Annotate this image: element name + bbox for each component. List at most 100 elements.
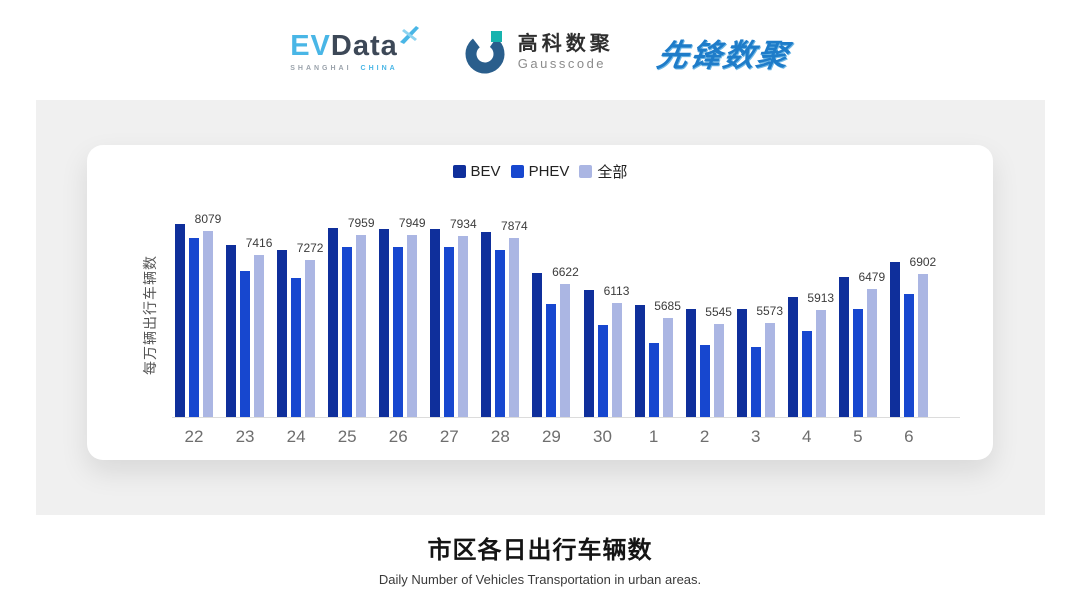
bar-全部-4	[815, 310, 826, 417]
chart-panel: BEV PHEV 全部 每万辆出行车辆数 8079 22 7416 23 7272 24 795…	[36, 100, 1045, 515]
evdata-star-icon	[399, 26, 419, 44]
x-axis-line	[172, 417, 960, 418]
evdata-logo: EV Data SHANGHAI CHINA	[290, 26, 420, 72]
bar-group-23: 7416 23	[226, 217, 272, 446]
bar-value-label: 5913	[807, 291, 835, 305]
bar-全部-2	[713, 323, 724, 417]
bar-group-22: 8079 22	[175, 212, 221, 446]
evdata-ev-text: EV	[290, 30, 331, 62]
x-tick-28: 28	[490, 427, 510, 446]
bar-BEV-29	[532, 273, 543, 417]
evdata-wordmark: EV Data	[290, 26, 420, 62]
x-tick-5: 5	[853, 427, 863, 446]
gausscode-cn-text: 高科数聚	[517, 33, 614, 55]
bar-BEV-4	[787, 297, 798, 417]
bar-BEV-3	[736, 309, 747, 417]
x-tick-25: 25	[337, 427, 357, 446]
bar-BEV-6	[889, 262, 900, 417]
bar-全部-5	[866, 289, 877, 417]
evdata-tagline-shanghai: SHANGHAI	[290, 65, 352, 72]
bar-BEV-30	[583, 290, 594, 417]
bar-BEV-26	[379, 228, 390, 417]
bar-PHEV-22	[189, 238, 199, 417]
x-tick-4: 4	[802, 427, 812, 446]
legend-item-全部[interactable]: 全部	[579, 161, 627, 182]
bar-group-28: 7874 28	[481, 217, 528, 446]
bar-全部-3	[764, 322, 775, 417]
gausscode-logo: 高科数聚 Gausscode	[464, 29, 614, 75]
bar-value-label: 7416	[245, 235, 273, 250]
legend-swatch	[510, 165, 524, 178]
bar-PHEV-28	[495, 249, 506, 417]
bar-group-1: 5685 1	[634, 217, 681, 446]
bar-BEV-25	[328, 228, 339, 417]
bar-group-24: 7272 24	[277, 217, 323, 446]
bar-全部-1	[662, 318, 673, 417]
x-tick-2: 2	[699, 427, 710, 446]
evdata-tagline-china: CHINA	[360, 65, 398, 72]
bar-BEV-5	[838, 277, 849, 417]
bar-group-5: 6479 5	[838, 217, 885, 446]
bar-PHEV-30	[597, 325, 608, 417]
page-title: 市区各日出行车辆数	[427, 537, 653, 564]
bar-全部-27	[458, 235, 469, 417]
legend-item-BEV[interactable]: BEV	[452, 163, 501, 180]
page-subtitle: Daily Number of Vehicles Transportation …	[378, 572, 702, 587]
gausscode-g-icon	[465, 31, 505, 74]
x-tick-1: 1	[648, 427, 659, 446]
bar-PHEV-6	[903, 293, 914, 417]
x-tick-3: 3	[750, 427, 761, 446]
legend-item-PHEV[interactable]: PHEV	[510, 163, 570, 180]
gausscode-text: 高科数聚 Gausscode	[518, 33, 614, 71]
bar-BEV-23	[226, 244, 237, 417]
bar-全部-23	[254, 254, 265, 417]
legend-swatch	[579, 165, 593, 178]
bar-group-2: 5545 2	[685, 217, 732, 446]
header-logo-row: EV Data SHANGHAI CHINA 高科数聚 Gausscode	[0, 20, 1080, 84]
bar-全部-29	[560, 284, 571, 417]
bar-PHEV-25	[342, 246, 353, 417]
bar-group-3: 5573 3	[736, 217, 783, 446]
x-tick-26: 26	[388, 427, 408, 446]
bar-group-6: 6902 6	[889, 217, 936, 446]
evdata-data-text: Data	[330, 30, 398, 62]
bar-全部-6	[917, 273, 928, 417]
chart-legend: BEV PHEV 全部	[87, 161, 993, 182]
bar-BEV-22	[175, 223, 185, 417]
bar-value-label: 6479	[858, 270, 886, 285]
x-tick-29: 29	[541, 427, 561, 446]
bar-value-label: 7874	[501, 219, 528, 233]
bar-group-30: 6113 30	[583, 217, 629, 446]
bar-PHEV-29	[546, 304, 557, 417]
x-tick-23: 23	[235, 427, 255, 446]
evdata-tagline: SHANGHAI CHINA	[290, 65, 420, 72]
bar-group-29: 6622 29	[532, 217, 579, 446]
x-tick-24: 24	[286, 427, 306, 446]
bar-value-label: 7959	[347, 215, 375, 230]
bar-BEV-24	[277, 249, 288, 417]
legend-label: 全部	[597, 164, 628, 181]
bar-group-26: 7949 26	[379, 216, 426, 446]
x-tick-30: 30	[593, 427, 612, 446]
xianfeng-logo: 先锋数聚	[654, 37, 793, 73]
legend-label: PHEV	[528, 163, 570, 180]
bar-全部-24	[305, 260, 316, 417]
bar-全部-22	[203, 230, 213, 417]
bar-PHEV-4	[801, 330, 812, 417]
footer: 市区各日出行车辆数 Daily Number of Vehicles Trans…	[0, 530, 1080, 587]
legend-swatch	[452, 165, 466, 178]
gausscode-en-text: Gausscode	[517, 56, 607, 71]
bar-BEV-28	[481, 231, 492, 417]
bar-group-27: 7934 27	[430, 217, 477, 446]
bar-group-4: 5913 4	[787, 217, 834, 446]
bar-PHEV-2	[699, 345, 710, 417]
bar-value-label: 7949	[398, 216, 426, 231]
bar-group-25: 7959 25	[328, 216, 375, 446]
bar-value-label: 6902	[909, 254, 937, 269]
x-tick-22: 22	[184, 427, 204, 446]
bar-PHEV-3	[750, 346, 761, 417]
bar-全部-28	[509, 238, 520, 417]
bar-value-label: 7272	[296, 241, 324, 256]
bar-BEV-27	[430, 228, 441, 417]
